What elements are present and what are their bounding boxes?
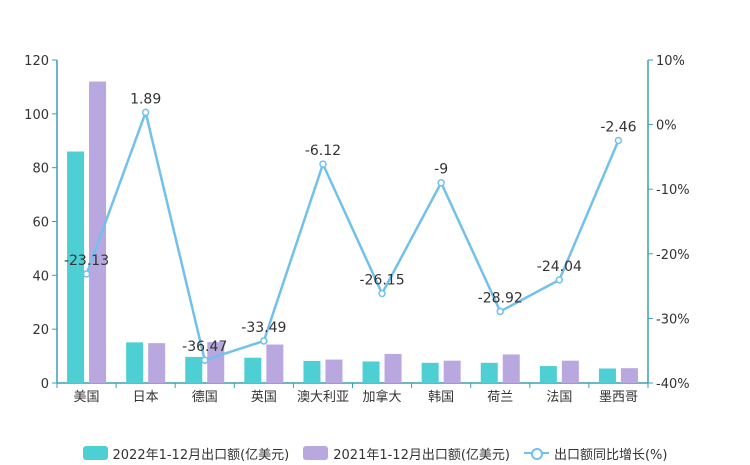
growth-line (85, 108, 620, 362)
x-category-label: 美国 (74, 390, 100, 405)
legend-label-2022: 2022年1-12月出口额(亿美元) (112, 447, 290, 463)
legend-swatch-growth (523, 446, 549, 460)
bar-2021 (443, 360, 461, 383)
bar-2022 (244, 357, 262, 383)
bar-2021 (207, 342, 225, 383)
x-category-label: 法国 (546, 390, 572, 405)
bar-2021 (148, 343, 166, 383)
left-tick-label: 100 (24, 108, 49, 123)
legend-label-growth: 出口额同比增长(%) (553, 447, 668, 463)
legend-item-2022[interactable]: 2022年1-12月出口额(亿美元) (82, 444, 290, 463)
left-tick-label: 120 (24, 54, 49, 69)
growth-data-label: -36.47 (182, 339, 227, 355)
x-category-label: 日本 (133, 390, 159, 405)
legend-item-growth[interactable]: 出口额同比增长(%) (523, 444, 668, 463)
growth-data-label: -23.13 (64, 253, 109, 269)
right-tick-label: -20% (656, 248, 690, 263)
growth-data-label: -6.12 (305, 143, 341, 159)
bar-2022 (598, 368, 616, 383)
bar-2021 (89, 81, 107, 384)
bar-2021 (384, 353, 402, 383)
right-tick-label: 10% (656, 54, 685, 69)
right-tick-label: -40% (656, 377, 690, 392)
x-category-label: 英国 (251, 390, 277, 405)
bar-2021 (502, 354, 520, 383)
bar-2022 (421, 362, 439, 383)
x-category-label: 澳大利亚 (297, 389, 349, 405)
bar-2022 (539, 366, 557, 383)
legend-swatch-2022 (82, 446, 108, 460)
growth-point (437, 178, 445, 187)
bar-2022 (303, 360, 321, 383)
legend-label-2021: 2021年1-12月出口额(亿美元) (333, 447, 510, 463)
bar-2022 (126, 342, 144, 383)
bar-2022 (480, 362, 498, 383)
right-tick-label: 0% (656, 119, 677, 134)
x-category-label: 荷兰 (487, 390, 513, 405)
left-tick-label: 80 (32, 162, 49, 177)
bar-2022 (67, 151, 85, 383)
growth-data-label: -9 (434, 162, 448, 178)
bar-2021 (266, 344, 284, 383)
growth-point (319, 160, 327, 168)
legend-item-2021[interactable]: 2021年1-12月出口额(亿美元) (303, 444, 510, 463)
growth-point (141, 108, 150, 117)
growth-point (260, 337, 268, 345)
growth-point (201, 356, 209, 364)
growth-point (614, 136, 623, 145)
left-tick-label: 60 (32, 216, 49, 231)
x-category-label: 墨西哥 (599, 390, 638, 405)
right-tick-label: -30% (656, 312, 690, 327)
left-tick-label: 20 (32, 323, 49, 338)
left-tick-label: 40 (32, 269, 49, 284)
bar-2022 (185, 356, 203, 383)
growth-data-label: 1.89 (130, 91, 161, 107)
growth-point (555, 276, 564, 284)
growth-data-label: -28.92 (478, 290, 523, 306)
bar-2021 (561, 360, 579, 383)
growth-data-label: -26.15 (359, 273, 404, 289)
bar-2022 (362, 361, 380, 383)
growth-point (378, 289, 386, 298)
chart-area: 0 20 40 60 80 100 120 -40% -30% -20% -10% 0% 10% 美国 日本… (24, 54, 690, 405)
bar-2021 (325, 359, 343, 383)
right-tick-label: -10% (656, 183, 690, 198)
growth-point (496, 307, 504, 316)
x-category-label: 加拿大 (363, 389, 402, 405)
growth-data-label: -33.49 (241, 320, 286, 336)
x-category-label: 德国 (192, 390, 218, 405)
left-tick-label: 0 (41, 377, 49, 392)
bar-2021 (620, 368, 638, 383)
growth-data-label: -2.46 (600, 119, 636, 135)
x-category-label: 韩国 (428, 390, 454, 405)
legend: 2022年1-12月出口额(亿美元) 2021年1-12月出口额(亿美元) 出口… (0, 443, 750, 463)
growth-point (82, 270, 91, 278)
legend-swatch-2021 (303, 446, 329, 460)
growth-data-label: -24.04 (537, 259, 582, 275)
